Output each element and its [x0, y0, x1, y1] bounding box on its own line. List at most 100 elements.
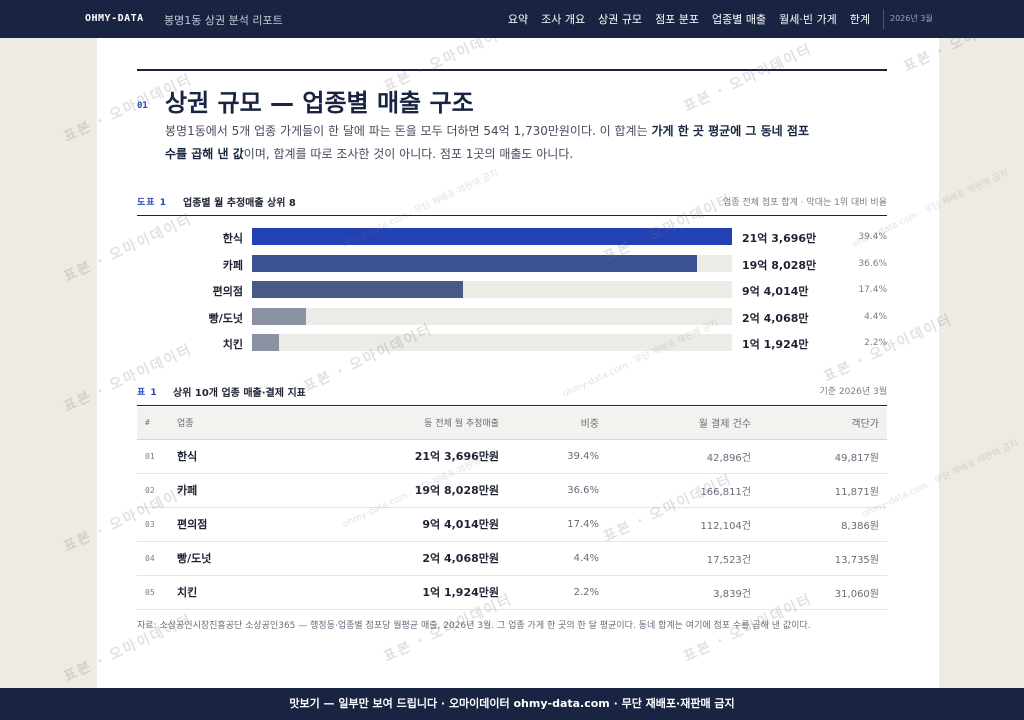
cell-avg-ticket: 11,871원 — [751, 473, 887, 508]
cell-avg-ticket: 49,817원 — [751, 439, 887, 474]
bar-row: 카페 19억 8,028만 36.6% — [137, 254, 887, 274]
nav-item-overview[interactable]: 조사 개요 — [541, 13, 586, 26]
cell-sector: 한식 — [177, 439, 307, 474]
cell-share: 39.4% — [499, 439, 599, 474]
bar — [252, 334, 279, 351]
main-nav: 요약 조사 개요 상권 규모 점포 분포 업종별 매출 월세·빈 가게 한계 — [508, 11, 870, 27]
section-lede: 봉명1동에서 5개 업종 가게들이 한 달에 파는 돈을 모두 더하면 54억 … — [165, 120, 815, 166]
col-header-share: 비중 — [499, 407, 599, 440]
bar-value-label: 2억 4,068만 — [742, 311, 809, 325]
table-row: 03 편의점 9억 4,014만원 17.4% 112,104건 8,386원 — [137, 507, 887, 542]
section-number: 01 — [137, 101, 148, 111]
bar-row: 빵/도넛 2억 4,068만 4.4% — [137, 307, 887, 327]
cell-transactions: 3,839건 — [599, 575, 751, 610]
cell-rank: 01 — [137, 439, 177, 474]
figure-note: 업종 전체 점포 합계 · 막대는 1위 대비 비율 — [723, 198, 887, 208]
figure-label: 도표 1 — [137, 198, 167, 208]
cell-transactions: 166,811건 — [599, 473, 751, 508]
cell-rank: 02 — [137, 473, 177, 508]
cell-sector: 빵/도넛 — [177, 541, 307, 576]
cell-transactions: 17,523건 — [599, 541, 751, 576]
nav-item-store-distribution[interactable]: 점포 분포 — [655, 13, 700, 26]
bar-value-label: 19억 8,028만 — [742, 258, 817, 272]
col-header-rank: # — [137, 407, 177, 440]
bar-track — [252, 228, 732, 245]
source-note: 자료: 소상공인시장진흥공단 소상공인365 — 행정동·업종별 점포당 월평균… — [137, 621, 811, 631]
bar — [252, 228, 732, 245]
bar-track — [252, 334, 732, 351]
nav-item-summary[interactable]: 요약 — [507, 13, 529, 26]
bar — [252, 281, 463, 298]
cell-rank: 04 — [137, 541, 177, 576]
bar-value-label: 9억 4,014만 — [742, 285, 809, 298]
nav-item-market-size[interactable]: 상권 규모 — [598, 13, 643, 26]
bar-category-label: 한식 — [222, 232, 243, 245]
col-header-transactions: 월 결제 건수 — [599, 407, 751, 440]
table-label: 표 1 — [137, 388, 158, 398]
section-divider — [137, 69, 887, 71]
bar-category-label: 카페 — [222, 258, 243, 272]
cell-sector: 치킨 — [177, 575, 307, 610]
cell-rank: 05 — [137, 575, 177, 610]
bar-share-label: 39.4% — [858, 232, 887, 242]
cell-sales: 9억 4,014만원 — [307, 507, 499, 542]
bar-share-label: 17.4% — [858, 285, 887, 295]
table-header-row: # 업종 동 전체 월 추정매출 비중 월 결제 건수 객단가 — [137, 407, 887, 440]
cell-transactions: 42,896건 — [599, 439, 751, 474]
bar-value-label: 21억 3,696만 — [742, 232, 817, 245]
cell-share: 36.6% — [499, 473, 599, 508]
cell-avg-ticket: 31,060원 — [751, 575, 887, 610]
bar-track — [252, 307, 732, 325]
preview-footer: 맛보기 — 일부만 보여 드립니다 · 오마이데이터 ohmy-data.com… — [0, 688, 1024, 720]
figure-title: 업종별 월 추정매출 상위 8 — [183, 198, 296, 209]
col-header-sales: 동 전체 월 추정매출 — [307, 407, 499, 440]
bar-value-label: 1억 1,924만 — [742, 338, 809, 351]
report-title: 봉명1동 상권 분석 리포트 — [164, 14, 283, 27]
bar-share-label: 4.4% — [864, 311, 887, 322]
bar-row: 한식 21억 3,696만 39.4% — [137, 228, 887, 247]
cell-share: 4.4% — [499, 541, 599, 576]
report-page: 01 상권 규모 — 업종별 매출 구조 봉명1동에서 5개 업종 가게들이 한… — [97, 38, 939, 688]
bar-track — [252, 254, 732, 272]
bar-row: 편의점 9억 4,014만 17.4% — [137, 281, 887, 300]
table-row: 04 빵/도넛 2억 4,068만원 4.4% 17,523건 13,735원 — [137, 541, 887, 576]
cell-avg-ticket: 8,386원 — [751, 507, 887, 542]
table-note: 기준 2026년 3월 — [819, 387, 887, 397]
bar-track — [252, 281, 732, 298]
bar-category-label: 빵/도넛 — [208, 311, 243, 325]
sales-table: # 업종 동 전체 월 추정매출 비중 월 결제 건수 객단가 01 한식 21… — [137, 407, 887, 610]
figure-header: 도표 1 업종별 월 추정매출 상위 8 업종 전체 점포 합계 · 막대는 1… — [137, 192, 887, 216]
col-header-sector: 업종 — [177, 407, 307, 440]
table-row: 02 카페 19억 8,028만원 36.6% 166,811건 11,871원 — [137, 473, 887, 508]
col-header-avg-ticket: 객단가 — [751, 407, 887, 440]
bar-share-label: 2.2% — [864, 338, 887, 348]
cell-share: 17.4% — [499, 507, 599, 542]
lede-emphasis: 가게 한 곳 평균에 그 동네 점포 수를 곱해 낸 값 — [165, 124, 809, 161]
brand-logo[interactable]: OHMY-DATA — [85, 13, 144, 24]
cell-sales: 1억 1,924만원 — [307, 575, 499, 610]
cell-sales: 21억 3,696만원 — [307, 439, 499, 474]
bar-row: 치킨 1억 1,924만 2.2% — [137, 334, 887, 353]
bar-category-label: 치킨 — [222, 338, 243, 351]
table-row: 05 치킨 1억 1,924만원 2.2% 3,839건 31,060원 — [137, 575, 887, 610]
cell-rank: 03 — [137, 507, 177, 542]
nav-item-limitations[interactable]: 한계 — [849, 13, 870, 26]
cell-share: 2.2% — [499, 575, 599, 610]
table-row: 01 한식 21억 3,696만원 39.4% 42,896건 49,817원 — [137, 439, 887, 474]
cell-transactions: 112,104건 — [599, 507, 751, 542]
lede-text: 봉명1동에서 5개 업종 가게들이 한 달에 파는 돈을 모두 더하면 54억 … — [165, 124, 652, 138]
cell-sector: 카페 — [177, 473, 307, 508]
cell-sector: 편의점 — [177, 507, 307, 542]
table-title: 상위 10개 업종 매출·결제 지표 — [173, 388, 306, 399]
cell-sales: 19억 8,028만원 — [307, 473, 499, 508]
section-title: 상권 규모 — 업종별 매출 구조 — [165, 89, 474, 117]
bar-category-label: 편의점 — [212, 285, 243, 298]
report-date: 2026년 3월 — [883, 9, 933, 29]
nav-item-rent-vacancy[interactable]: 월세·빈 가게 — [779, 13, 837, 26]
lede-text-end: 이며, 합계를 따로 조사한 것이 아니다. 점포 1곳의 매출도 아니다. — [243, 147, 574, 161]
cell-sales: 2억 4,068만원 — [307, 541, 499, 576]
top-bar: OHMY-DATA 봉명1동 상권 분석 리포트 요약 조사 개요 상권 규모 … — [0, 0, 1024, 38]
cell-avg-ticket: 13,735원 — [751, 541, 887, 576]
nav-item-sales-by-sector[interactable]: 업종별 매출 — [712, 13, 767, 26]
bar — [252, 307, 306, 325]
